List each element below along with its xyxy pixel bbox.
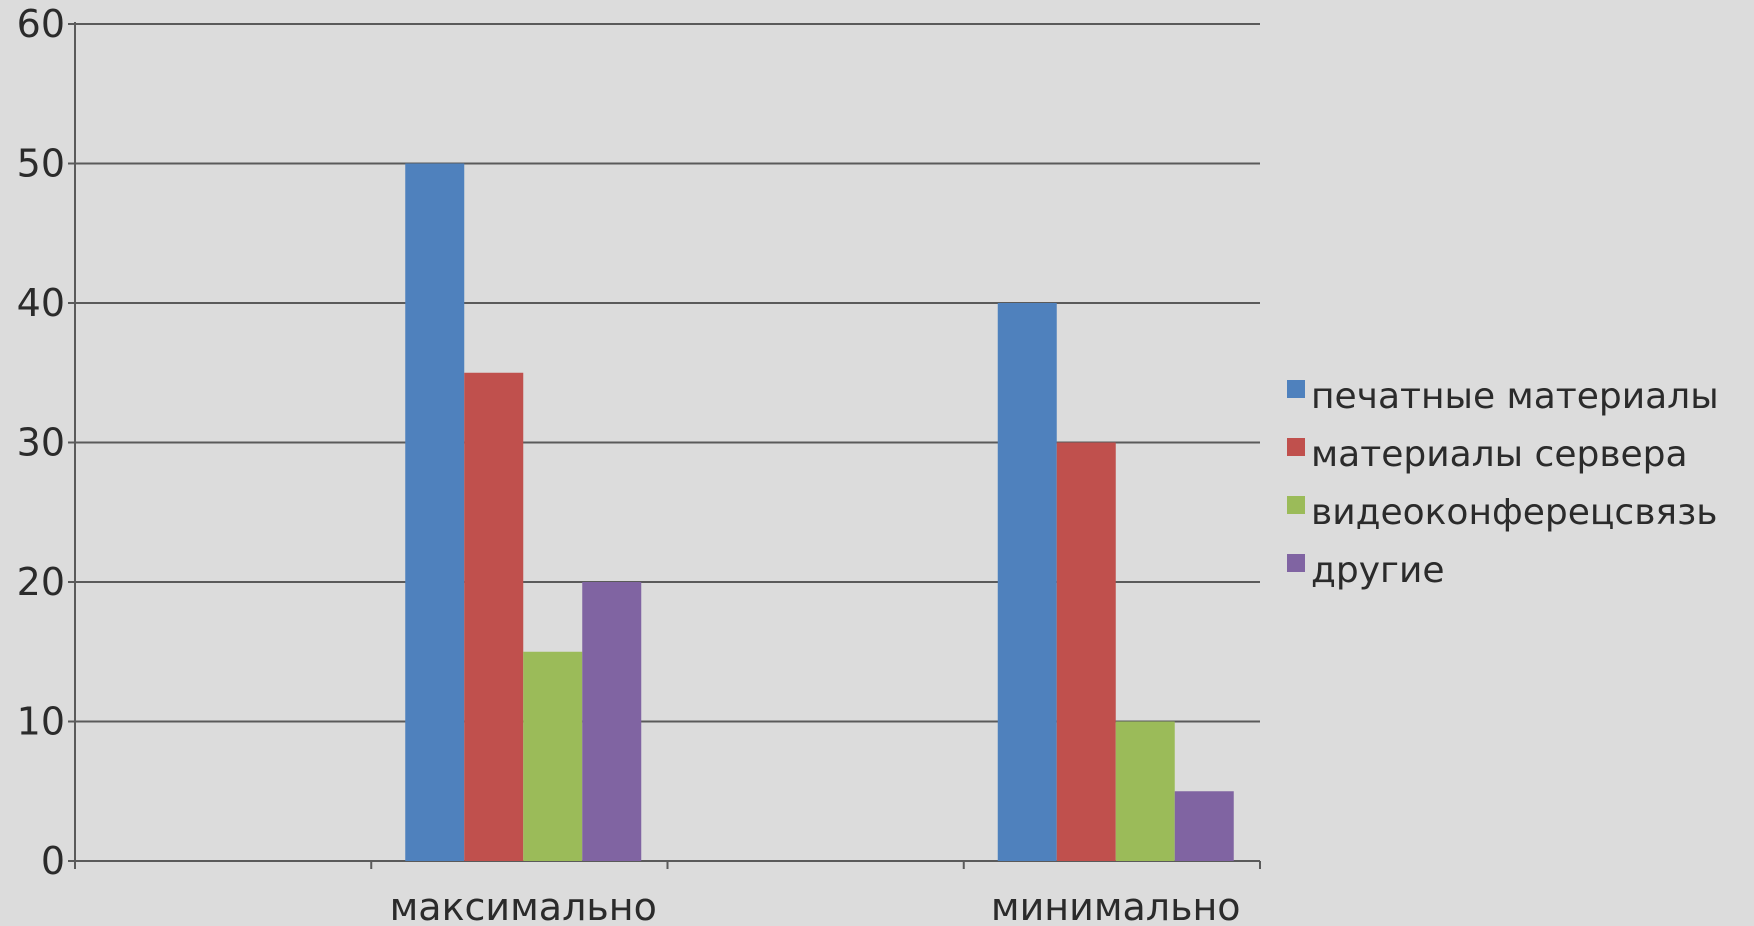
- y-axis-ticks: 0 10 20 30 40 50 60: [17, 2, 65, 883]
- bar-2-3: [1115, 721, 1175, 861]
- legend-label: видеоконферецсвязь: [1311, 492, 1717, 533]
- y-tick-label: 30: [17, 421, 65, 465]
- legend-swatch: [1287, 438, 1305, 456]
- bar-1-3: [523, 651, 583, 861]
- x-category-label: минимально: [991, 885, 1241, 926]
- legend-label: материалы сервера: [1311, 434, 1688, 475]
- y-tick-label: 60: [17, 2, 65, 46]
- bar-2-4: [1174, 791, 1234, 861]
- bar-1-4: [582, 582, 642, 861]
- bar-2-1: [997, 303, 1057, 861]
- legend: печатные материалы материалы сервера видео…: [1287, 376, 1719, 591]
- y-tick-label: 40: [17, 281, 65, 325]
- legend-swatch: [1287, 496, 1305, 514]
- legend-swatch: [1287, 554, 1305, 572]
- legend-swatch: [1287, 380, 1305, 398]
- y-tick-label: 10: [17, 700, 65, 744]
- bar-2-2: [1056, 442, 1116, 861]
- bar-1-1: [405, 163, 465, 861]
- y-tick-label: 0: [41, 839, 65, 883]
- legend-label: печатные материалы: [1311, 376, 1719, 417]
- y-tick-label: 20: [17, 560, 65, 604]
- x-category-label: максимально: [390, 885, 657, 926]
- bar-1-2: [464, 372, 524, 861]
- x-axis-categories: максимально минимально: [390, 885, 1241, 926]
- legend-label: другие: [1311, 550, 1445, 591]
- y-tick-label: 50: [17, 142, 65, 186]
- bars: [405, 163, 1234, 861]
